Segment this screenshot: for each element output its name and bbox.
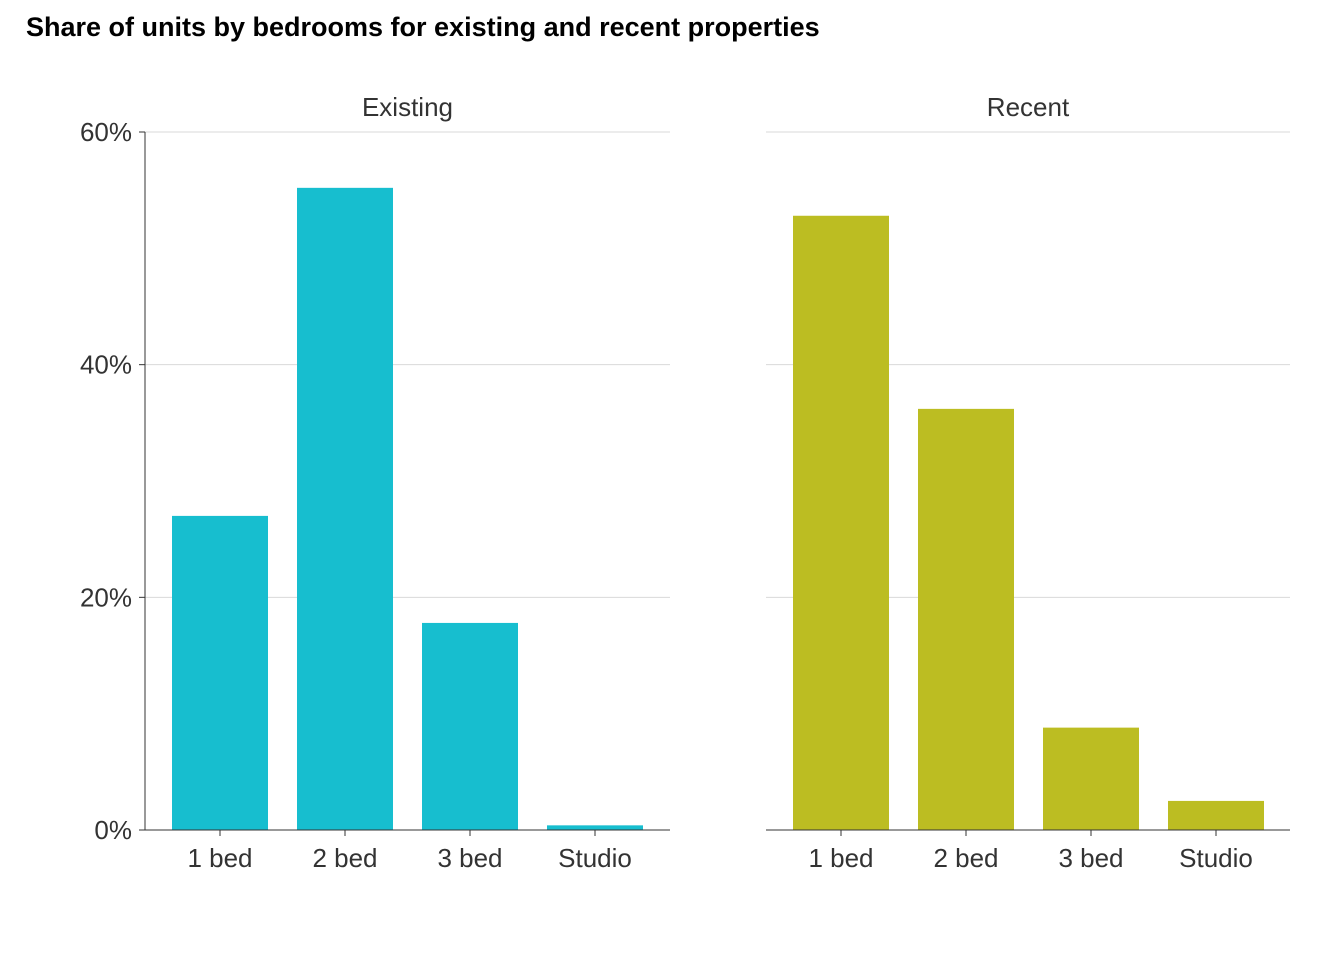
x-tick-label: 1 bed bbox=[187, 843, 252, 873]
bar bbox=[1168, 800, 1264, 830]
bar bbox=[422, 622, 518, 830]
chart-title: Share of units by bedrooms for existing … bbox=[26, 12, 820, 42]
x-tick-label: Studio bbox=[1179, 843, 1253, 873]
bar bbox=[172, 515, 268, 830]
x-tick-label: 2 bed bbox=[933, 843, 998, 873]
x-tick-label: 3 bed bbox=[1058, 843, 1123, 873]
bar bbox=[793, 215, 889, 830]
bar bbox=[547, 825, 643, 830]
x-tick-label: 1 bed bbox=[808, 843, 873, 873]
bar bbox=[297, 187, 393, 831]
facet-label: Existing bbox=[362, 92, 453, 122]
y-tick-label: 40% bbox=[80, 350, 132, 380]
x-tick-label: 3 bed bbox=[437, 843, 502, 873]
bar bbox=[1043, 727, 1139, 830]
x-tick-label: Studio bbox=[558, 843, 632, 873]
facet-label: Recent bbox=[987, 92, 1070, 122]
y-tick-label: 20% bbox=[80, 582, 132, 612]
y-tick-label: 0% bbox=[94, 815, 132, 845]
bar bbox=[918, 408, 1014, 830]
panel-existing: Existing 1 bed 2 bed 3 bed Studio bbox=[145, 92, 670, 873]
y-axis: 0% 20% 40% 60% bbox=[80, 117, 146, 845]
panel-recent: Recent 1 bed 2 bed 3 bed Studio bbox=[766, 92, 1290, 873]
x-tick-label: 2 bed bbox=[312, 843, 377, 873]
y-tick-label: 60% bbox=[80, 117, 132, 147]
